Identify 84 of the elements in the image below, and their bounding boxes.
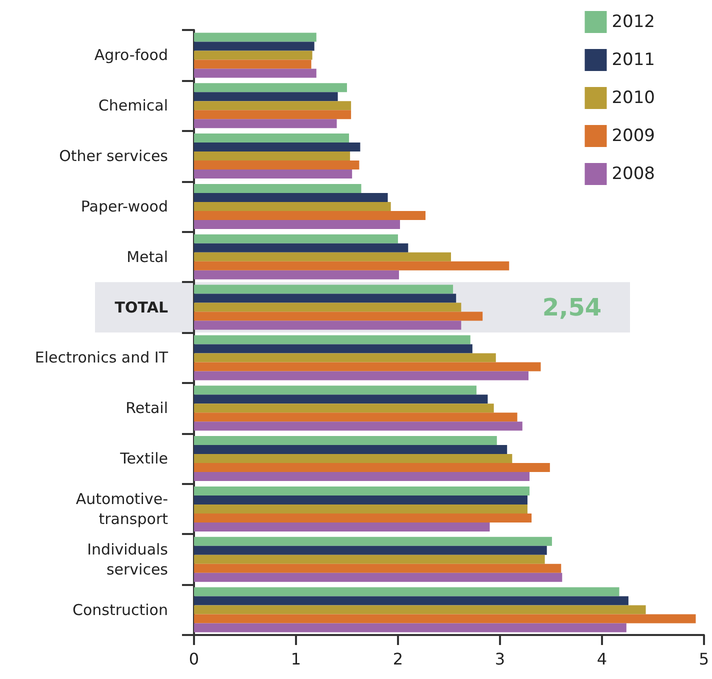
bar <box>194 436 497 446</box>
bar <box>194 170 352 179</box>
bar <box>194 142 360 152</box>
bar <box>194 412 518 422</box>
x-tick-label: 5 <box>698 650 710 668</box>
bar <box>194 422 522 431</box>
legend-label: 2010 <box>612 88 655 108</box>
y-tick-label: Paper-wood <box>80 197 168 216</box>
x-tick-label: 4 <box>596 650 608 668</box>
bar <box>194 83 347 92</box>
x-tick-label: 0 <box>188 650 200 668</box>
bar <box>194 320 462 330</box>
bar <box>194 60 312 69</box>
x-tick-label: 1 <box>290 650 302 668</box>
bar <box>194 495 528 504</box>
bar <box>194 294 456 303</box>
bar <box>194 234 398 244</box>
bar <box>194 119 337 128</box>
bar <box>194 572 562 582</box>
bar <box>194 546 547 555</box>
bar <box>194 134 350 143</box>
bar <box>194 394 488 404</box>
bar <box>194 596 628 606</box>
y-tick-label: Electronics and IT <box>34 348 169 367</box>
bar <box>194 50 312 60</box>
legend-label: 2012 <box>612 12 655 32</box>
bar <box>194 335 470 344</box>
bar <box>194 353 496 362</box>
legend-label: 2011 <box>612 50 655 70</box>
y-tick-label: Other services <box>59 147 168 166</box>
x-tick-label: 3 <box>494 650 506 668</box>
bar <box>194 472 530 482</box>
bar <box>194 362 541 372</box>
y-tick-label: Individuals services <box>87 540 168 578</box>
y-tick-label: Automotive- transport <box>76 490 168 528</box>
bar <box>194 371 528 380</box>
bar <box>194 68 316 78</box>
bar <box>194 184 362 193</box>
bar <box>194 554 545 564</box>
bar <box>194 587 620 596</box>
bar <box>194 454 512 464</box>
bar <box>194 243 408 252</box>
bar <box>194 463 550 472</box>
legend-label: 2009 <box>612 126 655 146</box>
legend-label: 2008 <box>612 164 655 184</box>
bar <box>194 513 532 522</box>
bar <box>194 386 476 395</box>
x-tick-label: 2 <box>392 650 404 668</box>
bar <box>194 160 360 170</box>
bar <box>194 101 352 110</box>
bar <box>194 302 462 312</box>
bar <box>194 32 316 42</box>
bar <box>194 445 508 454</box>
bar <box>194 202 391 211</box>
bar <box>194 614 696 624</box>
bar <box>194 623 626 632</box>
y-tick-label: Construction <box>72 600 168 619</box>
bar <box>194 42 314 51</box>
annotation: 2,54 <box>542 293 602 322</box>
bar <box>194 404 494 413</box>
bar <box>194 270 399 280</box>
bar <box>194 536 552 546</box>
bar <box>194 486 530 496</box>
y-tick-label: Metal <box>126 248 168 266</box>
bar <box>194 92 338 102</box>
bar <box>194 261 510 270</box>
bar <box>194 504 528 514</box>
bar <box>194 344 472 354</box>
bar <box>194 192 388 202</box>
bar <box>194 252 451 262</box>
y-tick-label: TOTAL <box>114 298 168 316</box>
bar <box>194 564 562 573</box>
bar <box>194 152 350 161</box>
y-tick-label: Agro-food <box>94 46 168 64</box>
y-tick-label: Chemical <box>98 96 168 115</box>
bar <box>194 522 490 532</box>
bar <box>194 605 646 614</box>
bar <box>194 312 483 321</box>
bar <box>194 110 352 120</box>
bar <box>194 284 454 294</box>
bar <box>194 220 400 229</box>
y-tick-label: Textile <box>119 450 168 468</box>
y-tick-label: Retail <box>126 399 168 418</box>
bar <box>194 210 426 220</box>
